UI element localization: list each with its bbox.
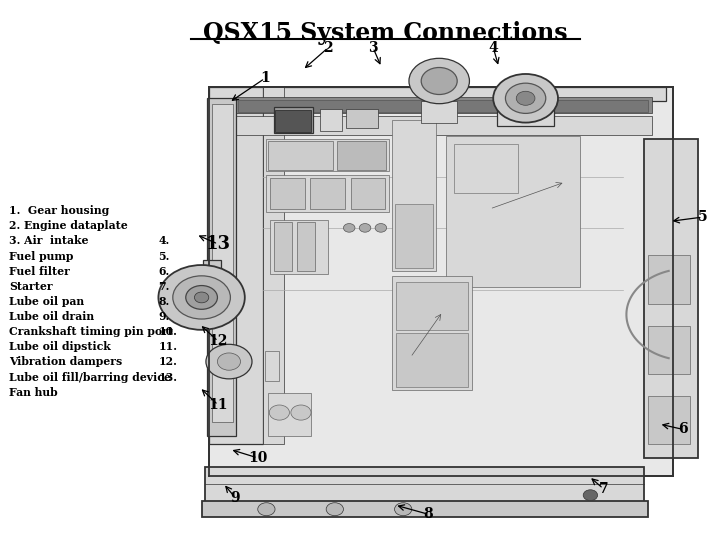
- Circle shape: [326, 503, 343, 516]
- Bar: [268, 393, 311, 436]
- Text: Crankshaft timing pin port: Crankshaft timing pin port: [9, 326, 174, 337]
- Bar: [497, 95, 554, 126]
- Bar: [234, 116, 652, 135]
- Bar: [270, 220, 328, 274]
- Bar: [209, 87, 673, 476]
- Bar: [395, 204, 433, 268]
- Text: 8.: 8.: [158, 296, 170, 307]
- Text: Fuel filter: Fuel filter: [9, 266, 71, 276]
- Text: 5.: 5.: [158, 251, 170, 261]
- Bar: [346, 109, 378, 128]
- Text: Lube oil drain: Lube oil drain: [9, 311, 94, 322]
- Bar: [216, 87, 666, 101]
- Bar: [205, 467, 644, 506]
- Bar: [209, 87, 263, 444]
- Text: Fuel pump: Fuel pump: [9, 251, 73, 261]
- Bar: [351, 178, 385, 209]
- Circle shape: [583, 490, 598, 501]
- Text: Lube oil pan: Lube oil pan: [9, 296, 84, 307]
- Bar: [274, 222, 292, 271]
- Bar: [207, 98, 236, 436]
- Text: 1: 1: [260, 71, 270, 85]
- Bar: [421, 101, 457, 123]
- Bar: [396, 282, 468, 330]
- Text: 9.: 9.: [158, 311, 170, 322]
- Bar: [263, 87, 284, 444]
- Circle shape: [258, 503, 275, 516]
- Text: 2: 2: [323, 40, 333, 55]
- Text: QSX15 System Connections: QSX15 System Connections: [203, 21, 567, 44]
- Text: 1.  Gear housing: 1. Gear housing: [9, 205, 109, 216]
- Bar: [396, 333, 468, 387]
- Circle shape: [269, 405, 289, 420]
- Text: 11.: 11.: [158, 341, 177, 352]
- Bar: [648, 326, 690, 374]
- Text: 5: 5: [698, 210, 708, 224]
- Bar: [234, 97, 652, 113]
- Text: 10: 10: [248, 451, 267, 465]
- Text: Vibration dampers: Vibration dampers: [9, 356, 122, 367]
- Bar: [392, 276, 472, 390]
- Circle shape: [359, 224, 371, 232]
- Bar: [202, 501, 648, 517]
- Bar: [337, 141, 386, 170]
- Circle shape: [343, 224, 355, 232]
- Bar: [238, 100, 648, 112]
- Bar: [274, 107, 313, 133]
- Bar: [266, 175, 389, 212]
- Text: 12: 12: [209, 334, 228, 348]
- Text: 3: 3: [368, 40, 378, 55]
- Bar: [446, 136, 580, 287]
- Circle shape: [375, 224, 387, 232]
- Circle shape: [505, 83, 546, 113]
- Text: 7: 7: [598, 482, 608, 496]
- Text: 4.: 4.: [158, 235, 170, 246]
- Circle shape: [194, 292, 209, 303]
- Text: 7.: 7.: [158, 281, 170, 292]
- Circle shape: [421, 68, 457, 94]
- Circle shape: [173, 276, 230, 319]
- Bar: [648, 255, 690, 304]
- Text: 2. Engine dataplate: 2. Engine dataplate: [9, 220, 128, 231]
- Circle shape: [516, 91, 535, 105]
- Circle shape: [186, 286, 217, 309]
- Bar: [320, 109, 342, 131]
- Bar: [265, 352, 279, 381]
- Bar: [644, 139, 698, 458]
- Text: Lube oil fill/barring device: Lube oil fill/barring device: [9, 372, 171, 382]
- Text: 8: 8: [423, 507, 433, 521]
- Text: Fan hub: Fan hub: [9, 387, 58, 397]
- Text: 4: 4: [488, 40, 498, 55]
- Bar: [392, 120, 436, 271]
- Bar: [270, 178, 305, 209]
- Text: 12.: 12.: [158, 356, 177, 367]
- Text: 6: 6: [678, 422, 688, 436]
- Text: 9: 9: [230, 491, 240, 505]
- Bar: [297, 222, 315, 271]
- Bar: [275, 110, 311, 132]
- Text: 11: 11: [208, 398, 228, 412]
- Text: Lube oil dipstick: Lube oil dipstick: [9, 341, 111, 352]
- Bar: [648, 396, 690, 444]
- Bar: [203, 260, 221, 282]
- Text: 6.: 6.: [158, 266, 170, 276]
- Circle shape: [217, 353, 240, 370]
- Circle shape: [206, 345, 252, 379]
- Text: Starter: Starter: [9, 281, 53, 292]
- Circle shape: [409, 58, 469, 104]
- Text: 13: 13: [206, 235, 230, 253]
- Bar: [266, 139, 389, 171]
- Bar: [310, 178, 345, 209]
- Bar: [268, 141, 333, 170]
- Circle shape: [158, 265, 245, 330]
- Circle shape: [291, 405, 311, 420]
- Text: 3. Air  intake: 3. Air intake: [9, 235, 89, 246]
- Circle shape: [395, 503, 412, 516]
- Bar: [212, 104, 233, 422]
- Bar: [454, 144, 518, 193]
- Circle shape: [493, 74, 558, 123]
- Text: 13.: 13.: [158, 372, 177, 382]
- Text: 10.: 10.: [158, 326, 177, 337]
